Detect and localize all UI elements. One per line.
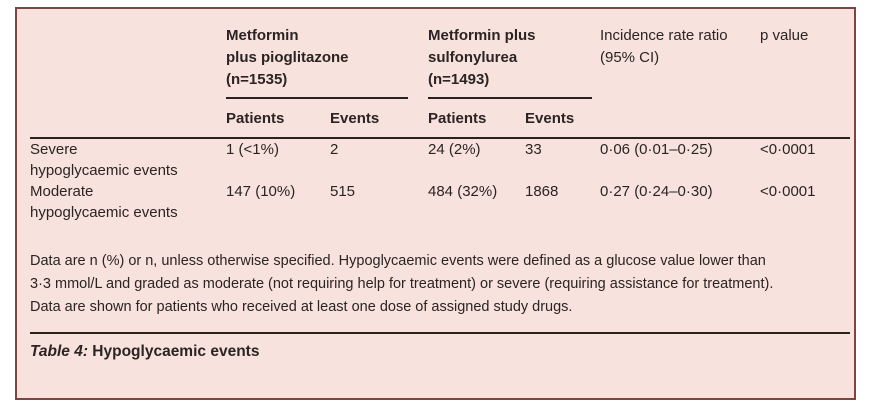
footnote-line: 3·3 mmol/L and graded as moderate (not r… (30, 276, 774, 292)
header-line: Incidence rate ratio (600, 27, 728, 44)
column-header-events-pioglitazone: Events (330, 99, 428, 139)
column-header-patients-pioglitazone: Patients (226, 99, 330, 139)
cell-p-value: <0·0001 (760, 141, 816, 158)
table-footnote: Data are n (%) or n, unless otherwise sp… (30, 250, 850, 319)
table-panel: Metformin plus pioglitazone (n=1535) Met… (15, 7, 856, 400)
cell-patients-pioglitazone: 147 (10%) (226, 183, 296, 200)
empty-header-cell (30, 9, 226, 99)
table-row-severe: Severe hypoglycaemic events 1 (<1%) 2 24… (30, 138, 850, 181)
column-header-patients-sulfonylurea: Patients (428, 99, 525, 139)
column-header-p-value: p value (760, 9, 850, 139)
footnote-line: Data are n (%) or n, unless otherwise sp… (30, 253, 766, 269)
cell-events-pioglitazone: 515 (330, 183, 356, 200)
column-header-events-sulfonylurea: Events (525, 99, 600, 139)
table-body: Severe hypoglycaemic events 1 (<1%) 2 24… (30, 138, 850, 223)
table-caption-number: Table 4: (30, 343, 88, 360)
group-header-metformin-pioglitazone: Metformin plus pioglitazone (n=1535) (226, 9, 428, 99)
cell-incidence-rate-ratio: 0·27 (0·24–0·30) (600, 183, 713, 200)
header-line: (95% CI) (600, 49, 660, 66)
table-row-moderate: Moderate hypoglycaemic events 147 (10%) … (30, 181, 850, 223)
row-label-line: hypoglycaemic events (30, 162, 178, 179)
row-label: Severe hypoglycaemic events (30, 138, 226, 181)
hypoglycaemic-events-table: Metformin plus pioglitazone (n=1535) Met… (30, 9, 850, 223)
column-header-incidence-rate-ratio: Incidence rate ratio (95% CI) (600, 9, 760, 139)
footnote-line: Data are shown for patients who received… (30, 299, 573, 315)
group-line: (n=1535) (226, 71, 288, 88)
table-caption: Table 4: Hypoglycaemic events (30, 332, 850, 361)
group-header-text: Metformin plus pioglitazone (n=1535) (226, 25, 408, 99)
cell-patients-pioglitazone: 1 (<1%) (226, 141, 279, 158)
cell-events-sulfonylurea: 1868 (525, 183, 559, 200)
row-label-line: Severe (30, 141, 78, 158)
cell-incidence-rate-ratio: 0·06 (0·01–0·25) (600, 141, 713, 158)
sub-header-row: Patients Events Patients Events (30, 99, 850, 139)
group-header-text: Metformin plus sulfonylurea (n=1493) (428, 25, 592, 99)
row-label-line: hypoglycaemic events (30, 204, 178, 221)
empty-header-cell (30, 99, 226, 139)
table-caption-title: Hypoglycaemic events (88, 343, 260, 360)
table-header: Metformin plus pioglitazone (n=1535) Met… (30, 9, 850, 139)
cell-patients-sulfonylurea: 24 (2%) (428, 141, 481, 158)
cell-p-value: <0·0001 (760, 183, 816, 200)
header-line: p value (760, 27, 809, 44)
group-line: Metformin plus (428, 27, 536, 44)
group-header-metformin-sulfonylurea: Metformin plus sulfonylurea (n=1493) (428, 9, 600, 99)
row-label: Moderate hypoglycaemic events (30, 181, 226, 223)
group-line: sulfonylurea (428, 49, 518, 66)
group-line: Metformin (226, 27, 299, 44)
group-header-row: Metformin plus pioglitazone (n=1535) Met… (30, 9, 850, 139)
cell-events-pioglitazone: 2 (330, 141, 339, 158)
cell-events-sulfonylurea: 33 (525, 141, 542, 158)
row-label-line: Moderate (30, 183, 94, 200)
cell-patients-sulfonylurea: 484 (32%) (428, 183, 498, 200)
group-line: (n=1493) (428, 71, 490, 88)
group-line: plus pioglitazone (226, 49, 349, 66)
